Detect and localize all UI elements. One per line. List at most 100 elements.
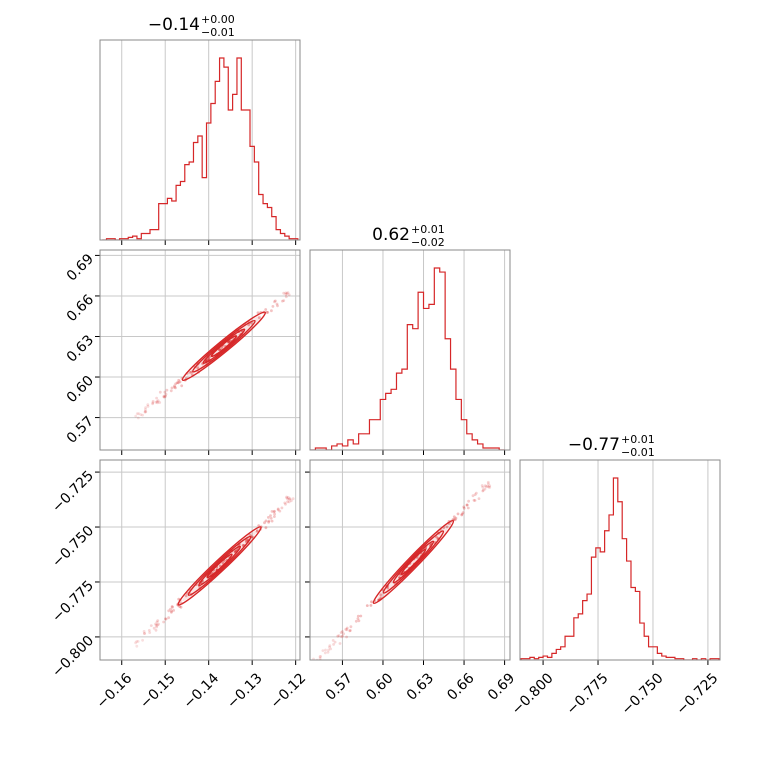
- scatter-point: [269, 516, 273, 520]
- hist-bar: [348, 440, 353, 450]
- hist-bar: [141, 234, 145, 241]
- scatter-point: [487, 482, 490, 486]
- hist-bar: [456, 399, 461, 450]
- hist-2-frame: [519, 459, 721, 661]
- scatter-point: [170, 609, 173, 613]
- hist-bar: [176, 185, 180, 240]
- scatter-point: [321, 649, 325, 652]
- scatter-point: [135, 644, 139, 648]
- scatter-point: [164, 392, 168, 396]
- scatter-point: [164, 394, 168, 398]
- scatter-point: [328, 645, 331, 649]
- hist-0-frame: [99, 39, 301, 241]
- hist-bar: [237, 58, 241, 240]
- scatter-point: [480, 484, 484, 487]
- scatter-point: [173, 384, 176, 388]
- hist-bar: [198, 136, 202, 240]
- hist-bar: [342, 446, 347, 450]
- scatter-point: [332, 643, 335, 646]
- density-contour-3: [206, 553, 233, 579]
- scatter-point: [273, 515, 276, 518]
- scatter-point: [170, 610, 173, 614]
- col-1-xtick-label-4: 0.69: [485, 670, 518, 703]
- scatter-point: [340, 635, 343, 639]
- scatter-point: [356, 614, 360, 618]
- hist-1-frame: [309, 249, 511, 451]
- hist-bar: [332, 446, 337, 450]
- scatter-point: [284, 292, 288, 296]
- scatter-point: [486, 484, 489, 488]
- scatter-point: [151, 399, 155, 403]
- scatter-point: [273, 512, 276, 516]
- scatter-point: [264, 308, 268, 311]
- scatter-point: [333, 640, 337, 644]
- scatter-point: [276, 508, 280, 512]
- hist-bar: [375, 420, 380, 450]
- scatter-point: [177, 597, 181, 601]
- scatter-point: [227, 341, 231, 344]
- scatter-point: [171, 605, 174, 609]
- scatter-point: [327, 648, 330, 652]
- scatter-point: [162, 394, 166, 398]
- hist-bar: [180, 182, 184, 241]
- scatter-point: [136, 416, 140, 420]
- density-contour-3: [210, 335, 238, 358]
- scatter-point: [274, 299, 277, 303]
- hist-bar: [263, 204, 267, 240]
- scatter-point: [158, 390, 162, 394]
- scatter-point: [148, 631, 152, 634]
- hist-bar: [185, 165, 189, 240]
- scatter-point: [162, 620, 166, 624]
- param-title-upper-2: +0.01: [621, 433, 655, 446]
- scatter-point: [349, 625, 353, 629]
- scatter-point: [282, 299, 286, 302]
- scatter-point: [164, 617, 167, 621]
- scatter-point: [331, 639, 335, 642]
- scatter-point: [285, 496, 289, 500]
- hist-bar: [600, 552, 604, 660]
- hist-bar: [653, 647, 657, 660]
- scatter-point: [386, 586, 389, 590]
- scatter-point: [445, 525, 449, 529]
- row-1-ytick-label-0: 0.57: [64, 413, 97, 446]
- hist-bar: [246, 110, 250, 240]
- scatter-point: [466, 506, 470, 510]
- scatter-point: [472, 498, 476, 502]
- scatter-point: [341, 630, 344, 633]
- scatter-point: [177, 378, 181, 382]
- hist-bar: [587, 594, 591, 660]
- hist-bar: [259, 195, 263, 241]
- scatter-point: [164, 617, 168, 621]
- scatter-point: [154, 400, 158, 404]
- scatter-point: [286, 500, 289, 504]
- scatter-point: [291, 497, 295, 501]
- scatter-point: [149, 624, 153, 627]
- hist-bar: [467, 434, 472, 450]
- hist-bar: [272, 217, 276, 240]
- hist-bar: [211, 104, 215, 241]
- scatter-point: [155, 625, 159, 629]
- scatter-point: [257, 524, 261, 527]
- scatter-point: [178, 605, 182, 608]
- hist-bar: [424, 308, 429, 450]
- scatter-point: [270, 510, 274, 513]
- scatter-point: [154, 622, 158, 626]
- scatter-point: [143, 410, 147, 413]
- pair-0-2-frame: [99, 459, 301, 661]
- scatter-point: [178, 380, 182, 384]
- scatter-point: [354, 619, 358, 623]
- scatter-point: [180, 384, 184, 388]
- density-contour-1: [382, 530, 445, 594]
- scatter-point: [139, 413, 143, 416]
- hist-bar: [418, 292, 423, 450]
- col-2-xtick-label-0: −0.800: [509, 670, 557, 718]
- scatter-point: [256, 529, 259, 532]
- scatter-point: [179, 605, 183, 609]
- scatter-point: [135, 412, 139, 415]
- scatter-point: [245, 538, 248, 542]
- density-core: [182, 530, 257, 602]
- hist-bar: [618, 502, 622, 660]
- scatter-point: [285, 495, 288, 499]
- scatter-point: [481, 485, 485, 489]
- hist-bar: [565, 636, 569, 660]
